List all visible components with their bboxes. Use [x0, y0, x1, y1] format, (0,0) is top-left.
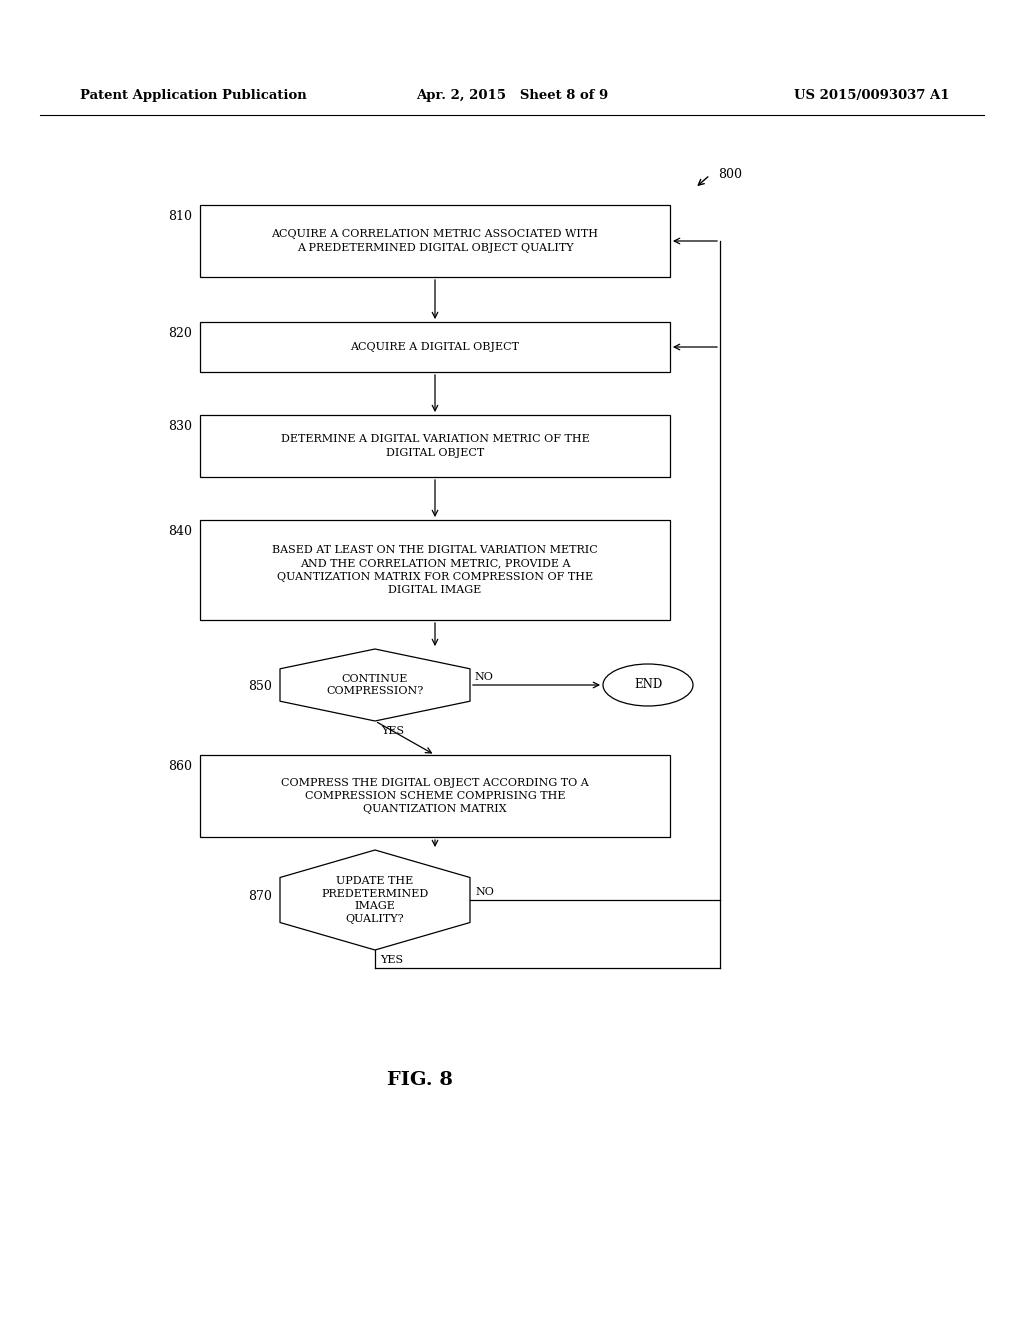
Text: Apr. 2, 2015   Sheet 8 of 9: Apr. 2, 2015 Sheet 8 of 9	[416, 88, 608, 102]
FancyBboxPatch shape	[200, 322, 670, 372]
Text: END: END	[634, 678, 663, 692]
FancyBboxPatch shape	[200, 205, 670, 277]
Ellipse shape	[603, 664, 693, 706]
Polygon shape	[280, 649, 470, 721]
Text: 840: 840	[168, 525, 193, 539]
Polygon shape	[280, 850, 470, 950]
Text: ACQUIRE A CORRELATION METRIC ASSOCIATED WITH
A PREDETERMINED DIGITAL OBJECT QUAL: ACQUIRE A CORRELATION METRIC ASSOCIATED …	[271, 230, 598, 252]
Text: Patent Application Publication: Patent Application Publication	[80, 88, 307, 102]
FancyBboxPatch shape	[200, 414, 670, 477]
Text: YES: YES	[381, 726, 404, 737]
Text: US 2015/0093037 A1: US 2015/0093037 A1	[795, 88, 950, 102]
Text: FIG. 8: FIG. 8	[387, 1071, 453, 1089]
Text: NO: NO	[475, 887, 494, 898]
Text: 800: 800	[718, 169, 742, 181]
Text: BASED AT LEAST ON THE DIGITAL VARIATION METRIC
AND THE CORRELATION METRIC, PROVI: BASED AT LEAST ON THE DIGITAL VARIATION …	[272, 545, 598, 595]
Text: 830: 830	[168, 420, 193, 433]
Text: 810: 810	[168, 210, 193, 223]
Text: 870: 870	[248, 890, 272, 903]
Text: 860: 860	[168, 760, 193, 774]
Text: UPDATE THE
PREDETERMINED
IMAGE
QUALITY?: UPDATE THE PREDETERMINED IMAGE QUALITY?	[322, 876, 429, 924]
Text: 850: 850	[248, 680, 272, 693]
Text: YES: YES	[380, 954, 403, 965]
Text: NO: NO	[474, 672, 493, 682]
FancyBboxPatch shape	[200, 520, 670, 620]
FancyBboxPatch shape	[200, 755, 670, 837]
Text: ACQUIRE A DIGITAL OBJECT: ACQUIRE A DIGITAL OBJECT	[350, 342, 519, 352]
Text: 820: 820	[168, 327, 193, 341]
Text: COMPRESS THE DIGITAL OBJECT ACCORDING TO A
COMPRESSION SCHEME COMPRISING THE
QUA: COMPRESS THE DIGITAL OBJECT ACCORDING TO…	[282, 777, 589, 814]
Text: CONTINUE
COMPRESSION?: CONTINUE COMPRESSION?	[327, 673, 424, 696]
Text: DETERMINE A DIGITAL VARIATION METRIC OF THE
DIGITAL OBJECT: DETERMINE A DIGITAL VARIATION METRIC OF …	[281, 434, 590, 458]
